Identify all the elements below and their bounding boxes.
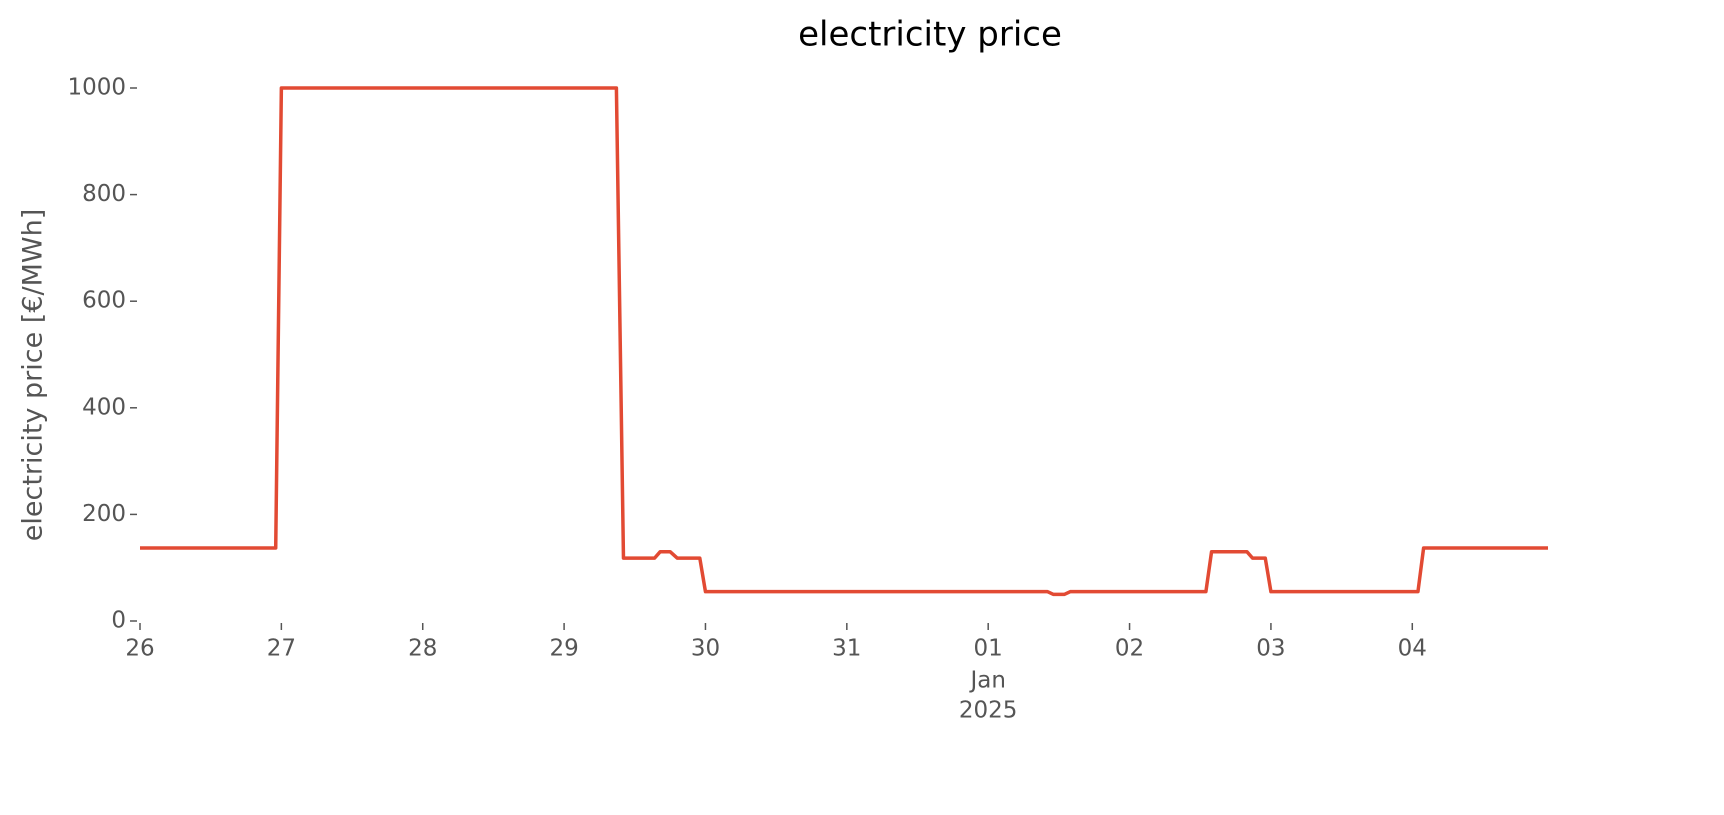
y-tick-label: 800	[82, 181, 126, 207]
price-line	[140, 86, 1548, 597]
x-tick-label: 26	[125, 636, 154, 662]
y-tick-label: 1000	[67, 75, 126, 101]
x-tick-label: 04	[1398, 636, 1427, 662]
y-axis-label: electricity price [€/MWh]	[18, 209, 49, 541]
x-tick-label: 28	[408, 636, 437, 662]
y-tick-label: 400	[82, 394, 126, 420]
x-sublabel: 2025	[959, 698, 1018, 724]
chart-title: electricity price	[798, 15, 1062, 55]
x-tick-label: 02	[1115, 636, 1144, 662]
x-tick-label: 30	[691, 636, 720, 662]
y-tick-label: 200	[82, 501, 126, 527]
x-sublabel: Jan	[968, 668, 1005, 694]
y-tick-label: 600	[82, 288, 126, 314]
x-tick-label: 03	[1256, 636, 1285, 662]
x-tick-label: 27	[267, 636, 296, 662]
x-tick-label: 31	[832, 636, 861, 662]
x-tick-label: 01	[974, 636, 1003, 662]
y-tick-label: 0	[111, 608, 126, 634]
x-tick-label: 29	[549, 636, 578, 662]
